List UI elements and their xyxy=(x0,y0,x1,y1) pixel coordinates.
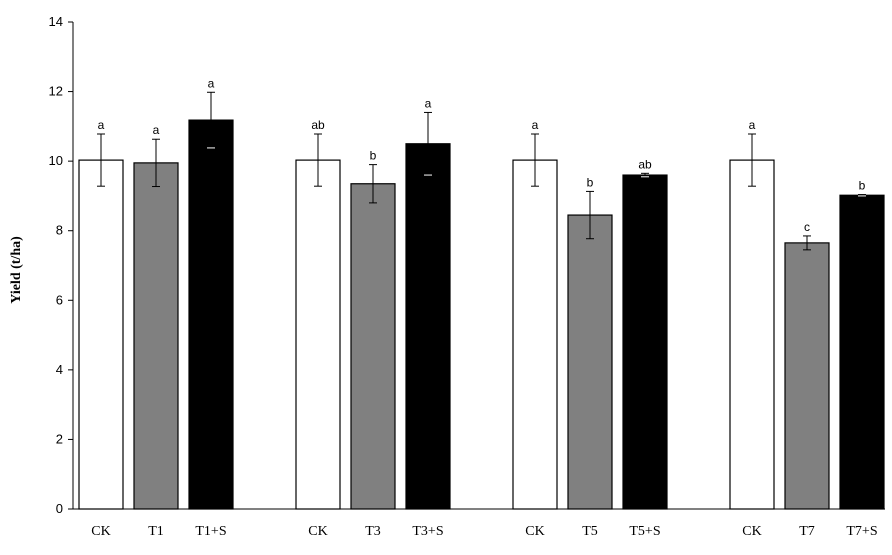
x-tick-label: CK xyxy=(525,524,544,539)
x-tick-label: T3 xyxy=(365,524,381,539)
x-tick-label: CK xyxy=(742,524,761,539)
significance-label: ab xyxy=(638,157,652,171)
x-tick-label: T5+S xyxy=(629,524,660,539)
x-tick-label: CK xyxy=(91,524,110,539)
x-tick-label: T3+S xyxy=(412,524,443,539)
significance-label: b xyxy=(859,179,866,193)
y-tick-label: 12 xyxy=(49,84,63,99)
significance-label: a xyxy=(98,118,105,132)
bar xyxy=(188,119,234,510)
bar xyxy=(350,183,396,510)
significance-label: ab xyxy=(311,118,325,132)
significance-label: b xyxy=(587,175,594,189)
x-tick-label: T7+S xyxy=(846,524,877,539)
y-tick-label: 10 xyxy=(49,153,63,168)
significance-label: a xyxy=(749,118,756,132)
x-tick-label: CK xyxy=(308,524,327,539)
y-tick-label: 2 xyxy=(56,431,63,446)
x-tick-label: T7 xyxy=(799,524,815,539)
bar xyxy=(133,162,179,510)
y-tick-label: 4 xyxy=(56,362,63,377)
bar xyxy=(784,242,830,510)
x-tick-label: T1+S xyxy=(195,524,226,539)
x-axis: CK T1 T1+S CK T3 T3+S CK T5 T5+S CK T7 T7+S xyxy=(73,508,885,539)
x-tick-label: T5 xyxy=(582,524,598,539)
bar xyxy=(405,143,451,510)
significance-label: a xyxy=(425,96,432,110)
significance-label: a xyxy=(532,118,539,132)
bar xyxy=(839,194,885,510)
significance-label: b xyxy=(370,149,377,163)
significance-label: c xyxy=(804,220,810,234)
y-tick-label: 0 xyxy=(56,501,63,516)
y-tick-label: 8 xyxy=(56,223,63,238)
bar xyxy=(567,214,613,510)
y-axis-title: Yield (t/ha) xyxy=(9,236,24,304)
significance-label: a xyxy=(153,123,160,137)
bar xyxy=(729,159,775,510)
significance-label: a xyxy=(208,76,215,90)
bar xyxy=(295,159,341,510)
bar xyxy=(78,159,124,510)
bar xyxy=(622,174,668,510)
y-axis: 0 2 4 6 8 10 12 14 xyxy=(49,14,74,516)
y-tick-label: 6 xyxy=(56,292,63,307)
bar xyxy=(512,159,558,510)
x-tick-label: T1 xyxy=(148,524,164,539)
y-tick-label: 14 xyxy=(49,14,63,29)
